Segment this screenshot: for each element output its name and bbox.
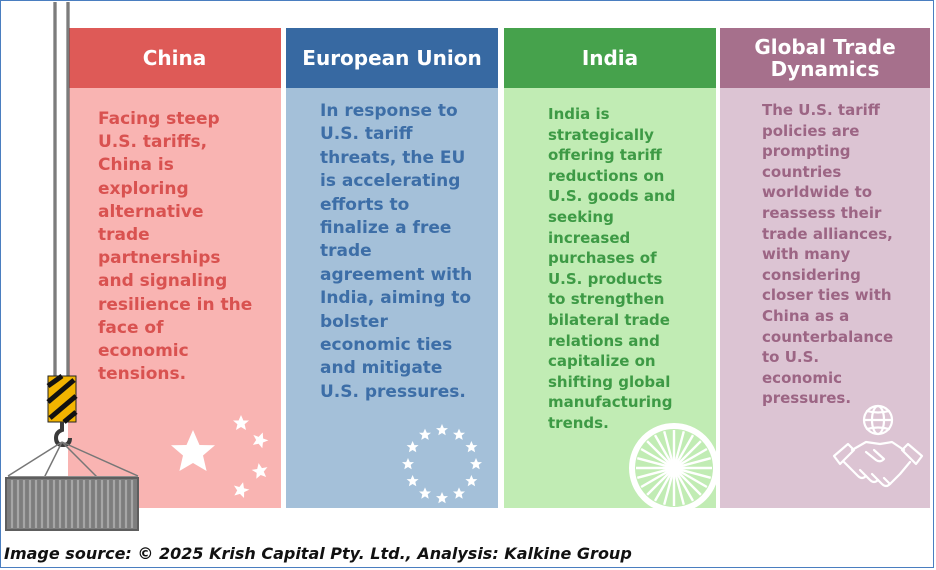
card-text-china: Facing steep U.S. tariffs, China is expl… [98, 109, 253, 385]
card-text-india: India is strategically offering tariff r… [548, 105, 676, 432]
card-title-global-trade-dynamics: Global Trade Dynamics [720, 28, 930, 88]
card-body-global-trade-dynamics: The U.S. tariff policies are prompting c… [720, 88, 930, 508]
card-china: China Facing steep U.S. tariffs, China i… [68, 28, 281, 508]
card-global-trade-dynamics: Global Trade Dynamics The U.S. tariff po… [720, 28, 930, 508]
card-title-european-union: European Union [286, 28, 498, 88]
crane-container-icon [5, 2, 139, 531]
eu-star [453, 487, 465, 499]
eu-stars-circle-icon [402, 424, 482, 504]
globe-handshake-icon [832, 404, 924, 488]
eu-star [470, 458, 482, 470]
eu-star [419, 487, 431, 499]
card-text-global-trade-dynamics: The U.S. tariff policies are prompting c… [762, 101, 894, 408]
card-title-india: India [504, 28, 716, 88]
image-source-caption: Image source: © 2025 Krish Capital Pty. … [4, 544, 632, 563]
eu-star [436, 424, 448, 436]
card-text-european-union: In response to U.S. tariff threats, the … [320, 101, 473, 402]
eu-star [402, 458, 414, 470]
eu-star [453, 428, 465, 440]
stars-icon [171, 415, 269, 499]
card-body-european-union: In response to U.S. tariff threats, the … [286, 88, 498, 508]
eu-star [465, 475, 478, 487]
eu-star [406, 475, 419, 487]
card-india: India India is strategically offering ta… [504, 28, 719, 513]
card-title-china: China [68, 28, 281, 88]
eu-star [419, 428, 431, 440]
ashoka-chakra-icon [629, 423, 719, 513]
eu-star [436, 492, 448, 504]
card-european-union: European Union In response to U.S. tarif… [286, 28, 498, 508]
card-body-india: India is strategically offering tariff r… [504, 88, 719, 513]
card-body-china: Facing steep U.S. tariffs, China is expl… [68, 88, 281, 508]
infographic: China Facing steep U.S. tariffs, China i… [2, 2, 932, 540]
eu-star [465, 441, 478, 453]
eu-star [406, 441, 419, 453]
